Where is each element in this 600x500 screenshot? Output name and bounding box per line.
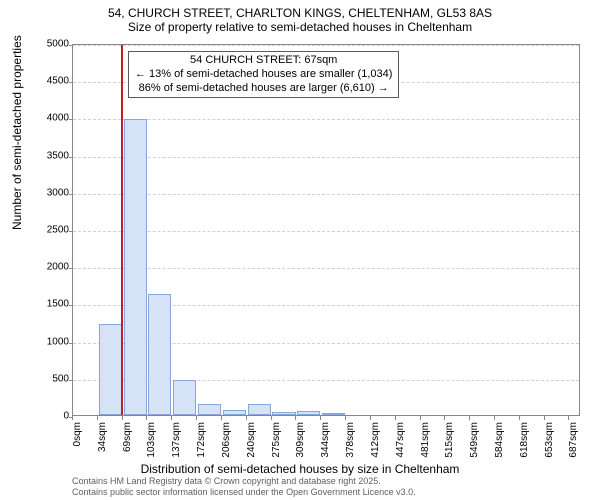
annotation-line2: ← 13% of semi-detached houses are smalle… bbox=[135, 68, 392, 82]
xtick-mark bbox=[246, 416, 247, 420]
gridline bbox=[73, 119, 579, 120]
y-axis-ticks: 0500100015002000250030003500400045005000 bbox=[0, 44, 72, 416]
xtick-label: 137sqm bbox=[171, 422, 182, 462]
histogram-bar bbox=[272, 412, 295, 415]
xtick-label: 549sqm bbox=[469, 422, 480, 462]
ytick-label: 1000 bbox=[47, 336, 69, 347]
histogram-bar bbox=[148, 294, 171, 415]
ytick-mark bbox=[69, 231, 73, 232]
xtick-label: 378sqm bbox=[345, 422, 356, 462]
ytick-label: 5000 bbox=[47, 39, 69, 50]
xtick-mark bbox=[146, 416, 147, 420]
ytick-mark bbox=[69, 343, 73, 344]
ytick-mark bbox=[69, 45, 73, 46]
xtick-mark bbox=[122, 416, 123, 420]
title-subtitle: Size of property relative to semi-detach… bbox=[0, 20, 600, 34]
xtick-mark bbox=[171, 416, 172, 420]
ytick-label: 3500 bbox=[47, 150, 69, 161]
credits: Contains HM Land Registry data © Crown c… bbox=[72, 476, 416, 498]
xtick-label: 275sqm bbox=[271, 422, 282, 462]
xtick-mark bbox=[444, 416, 445, 420]
xtick-mark bbox=[345, 416, 346, 420]
xtick-label: 687sqm bbox=[568, 422, 579, 462]
xtick-mark bbox=[72, 416, 73, 420]
gridline bbox=[73, 231, 579, 232]
xtick-label: 103sqm bbox=[146, 422, 157, 462]
x-axis-ticks: 0sqm 34sqm 69sqm 103sqm 137sqm 172sqm 206sqm 24… bbox=[72, 416, 580, 460]
gridline bbox=[73, 268, 579, 269]
histogram-bar bbox=[297, 411, 320, 415]
property-size-chart: 54, CHURCH STREET, CHARLTON KINGS, CHELT… bbox=[0, 0, 600, 500]
ytick-label: 2500 bbox=[47, 225, 69, 236]
xtick-mark bbox=[370, 416, 371, 420]
xtick-label: 34sqm bbox=[97, 422, 108, 462]
xtick-label: 69sqm bbox=[122, 422, 133, 462]
xtick-mark bbox=[469, 416, 470, 420]
ytick-label: 4500 bbox=[47, 76, 69, 87]
ytick-mark bbox=[69, 380, 73, 381]
annotation-box: 54 CHURCH STREET: 67sqm ← 13% of semi-de… bbox=[128, 51, 399, 98]
ytick-label: 2000 bbox=[47, 262, 69, 273]
xtick-label: 447sqm bbox=[395, 422, 406, 462]
xtick-label: 344sqm bbox=[320, 422, 331, 462]
ytick-mark bbox=[69, 194, 73, 195]
xtick-label: 481sqm bbox=[420, 422, 431, 462]
ytick-mark bbox=[69, 305, 73, 306]
histogram-bar bbox=[99, 324, 122, 416]
xtick-label: 653sqm bbox=[544, 422, 555, 462]
title-address: 54, CHURCH STREET, CHARLTON KINGS, CHELT… bbox=[0, 6, 600, 20]
xtick-label: 172sqm bbox=[196, 422, 207, 462]
histogram-bar bbox=[248, 404, 271, 415]
xtick-mark bbox=[395, 416, 396, 420]
xtick-mark bbox=[97, 416, 98, 420]
xtick-mark bbox=[320, 416, 321, 420]
ytick-label: 4000 bbox=[47, 113, 69, 124]
ytick-mark bbox=[69, 157, 73, 158]
chart-title: 54, CHURCH STREET, CHARLTON KINGS, CHELT… bbox=[0, 6, 600, 34]
plot-area: 54 CHURCH STREET: 67sqm ← 13% of semi-de… bbox=[72, 44, 580, 416]
histogram-bar bbox=[223, 410, 246, 415]
annotation-line1: 54 CHURCH STREET: 67sqm bbox=[135, 54, 392, 68]
xtick-label: 206sqm bbox=[221, 422, 232, 462]
xtick-mark bbox=[494, 416, 495, 420]
ytick-mark bbox=[69, 119, 73, 120]
xtick-mark bbox=[295, 416, 296, 420]
histogram-bar bbox=[322, 413, 345, 415]
histogram-bar bbox=[198, 404, 221, 415]
xtick-mark bbox=[196, 416, 197, 420]
xtick-label: 515sqm bbox=[444, 422, 455, 462]
ytick-label: 0 bbox=[63, 411, 69, 422]
property-marker-line bbox=[121, 45, 123, 415]
xtick-mark bbox=[544, 416, 545, 420]
xtick-mark bbox=[568, 416, 569, 420]
ytick-label: 500 bbox=[52, 373, 69, 384]
xtick-mark bbox=[420, 416, 421, 420]
gridline bbox=[73, 45, 579, 46]
annotation-line3: 86% of semi-detached houses are larger (… bbox=[135, 82, 392, 96]
xtick-mark bbox=[221, 416, 222, 420]
xtick-label: 240sqm bbox=[246, 422, 257, 462]
ytick-mark bbox=[69, 82, 73, 83]
histogram-bar bbox=[173, 380, 196, 415]
histogram-bar bbox=[124, 119, 147, 415]
x-axis-label: Distribution of semi-detached houses by … bbox=[0, 462, 600, 476]
gridline bbox=[73, 194, 579, 195]
xtick-mark bbox=[271, 416, 272, 420]
credit-line2: Contains public sector information licen… bbox=[72, 487, 416, 498]
credit-line1: Contains HM Land Registry data © Crown c… bbox=[72, 476, 416, 487]
ytick-mark bbox=[69, 268, 73, 269]
ytick-label: 1500 bbox=[47, 299, 69, 310]
xtick-label: 0sqm bbox=[72, 422, 83, 462]
gridline bbox=[73, 157, 579, 158]
xtick-label: 412sqm bbox=[370, 422, 381, 462]
xtick-label: 584sqm bbox=[494, 422, 505, 462]
xtick-label: 309sqm bbox=[295, 422, 306, 462]
xtick-mark bbox=[519, 416, 520, 420]
xtick-label: 618sqm bbox=[519, 422, 530, 462]
ytick-label: 3000 bbox=[47, 187, 69, 198]
